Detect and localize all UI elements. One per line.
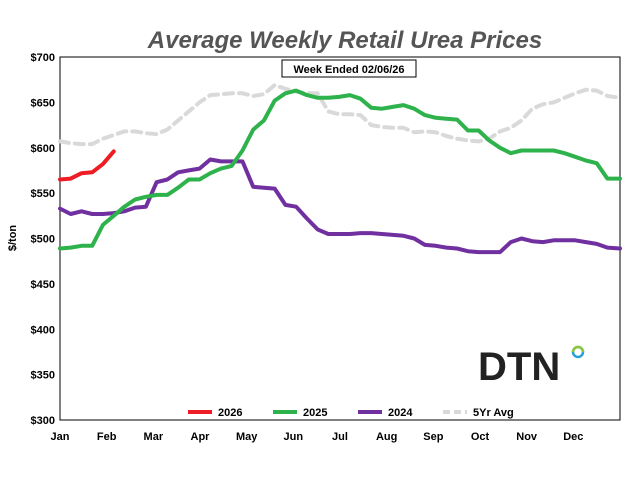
y-tick-label: $400: [31, 324, 55, 336]
x-axis: Jan Feb Mar Apr May Jun Jul Aug Sep Oct Nov Dec: [51, 431, 584, 443]
x-tick-label: Aug: [376, 431, 397, 443]
x-tick-label: Oct: [471, 431, 490, 443]
legend-label: 5Yr Avg: [473, 407, 514, 419]
series-line-2024: [58, 157, 622, 255]
x-tick-label: Feb: [97, 431, 117, 443]
logo-text: DTN: [478, 345, 560, 389]
annotation-box: [281, 59, 417, 78]
series-line-2026: [58, 149, 116, 182]
logo-arc-icon: [571, 345, 585, 353]
y-tick-label: $700: [31, 52, 55, 64]
y-tick-label: $350: [31, 370, 55, 382]
y-tick-label: $500: [31, 234, 55, 246]
legend-label: 2024: [388, 407, 413, 419]
y-tick-label: $600: [31, 143, 55, 155]
legend: 2026 2025 2024 5Yr Avg: [188, 407, 514, 419]
date-annotation: Week Ended 02/06/26: [281, 59, 417, 78]
x-tick-label: Apr: [191, 431, 211, 443]
x-tick-label: May: [236, 431, 258, 443]
series-line-5yr-avg: [58, 83, 622, 147]
y-tick-label: $650: [31, 97, 55, 109]
x-tick-label: Jul: [332, 431, 348, 443]
chart-title: Average Weekly Retail Urea Prices: [147, 27, 542, 54]
dtn-logo: DTN: [478, 345, 585, 389]
y-axis: $300 $350 $400 $450 $500 $550 $600 $650 $700: [31, 52, 55, 427]
x-tick-label: Jun: [284, 431, 304, 443]
legend-label: 2025: [303, 407, 327, 419]
y-tick-label: $300: [31, 415, 55, 427]
x-tick-label: Dec: [563, 431, 583, 443]
x-tick-label: Nov: [516, 431, 538, 443]
x-tick-label: Sep: [423, 431, 443, 443]
series-lines: [58, 83, 622, 255]
x-tick-label: Mar: [144, 431, 164, 443]
x-tick-label: Jan: [51, 431, 70, 443]
legend-label: 2026: [218, 407, 242, 419]
annotation-text: Week Ended 02/06/26: [293, 64, 404, 76]
y-axis-label: $/ton: [7, 225, 19, 252]
y-tick-label: $550: [31, 188, 55, 200]
series-line-2025: [58, 88, 622, 251]
y-tick-label: $450: [31, 279, 55, 291]
